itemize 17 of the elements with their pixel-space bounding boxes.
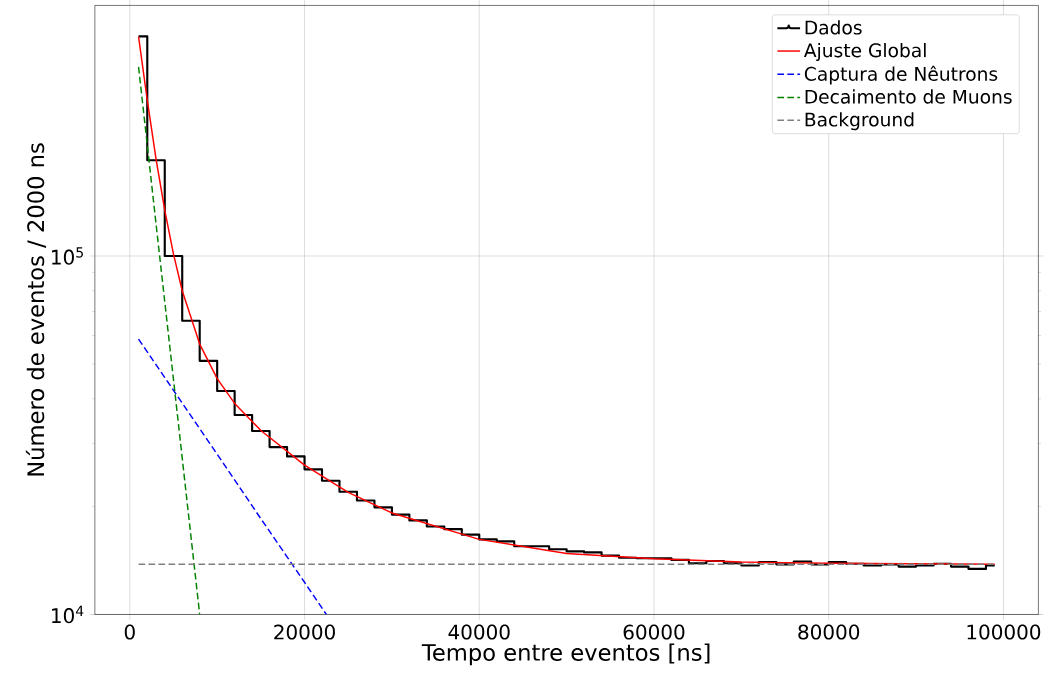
legend-label: Captura de Nêutrons bbox=[804, 65, 998, 85]
legend-label: Decaimento de Muons bbox=[805, 89, 1012, 104]
line-series bbox=[137, 338, 328, 615]
legend-label: Ajuste Global bbox=[803, 42, 926, 61]
x-tick-label: 60000 bbox=[623, 624, 685, 640]
x-tick-label: 80000 bbox=[798, 624, 860, 640]
legend-label: Dados bbox=[805, 19, 862, 35]
legend-label: Background bbox=[805, 111, 914, 131]
x-tick-label: 40000 bbox=[448, 624, 510, 640]
y-axis-title: Número de eventos / 2000 ns bbox=[25, 143, 47, 476]
x-tick-label: 20000 bbox=[274, 624, 335, 640]
line-series bbox=[137, 65, 201, 615]
y-tick-label: 10$^{5}$ bbox=[52, 247, 83, 265]
x-tick-label: 0 bbox=[124, 624, 135, 640]
x-axis-title: Tempo entre eventos [ns] bbox=[421, 643, 710, 666]
y-tick-label: 10$^{4}$ bbox=[52, 605, 84, 624]
x-tick-label: 100000 bbox=[967, 624, 1041, 640]
